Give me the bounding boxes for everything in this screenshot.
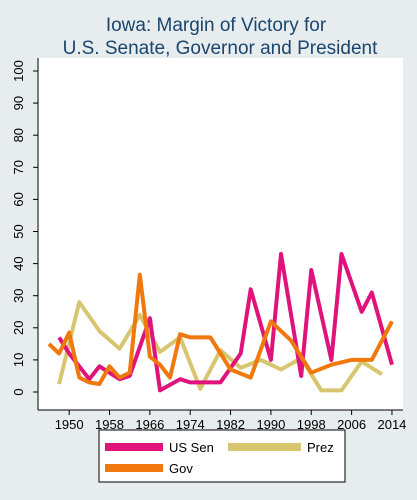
legend-label-prez: Prez (307, 440, 334, 455)
y-tick-label: 20 (11, 321, 26, 335)
legend-label-gov: Gov (169, 461, 193, 476)
y-tick-label: 70 (11, 160, 26, 174)
x-tick-label: 2006 (337, 417, 366, 432)
y-tick-label: 50 (11, 224, 26, 238)
y-tick-label: 30 (11, 288, 26, 302)
y-tick-label: 60 (11, 192, 26, 206)
series-line-us-sen (57, 252, 394, 393)
x-axis: 1950 1958 1966 1974 1982 1990 1998 2006 2014 (38, 409, 406, 432)
y-tick-label: 0 (11, 388, 26, 395)
legend-box (98, 429, 346, 483)
legend: US Sen Prez Gov (105, 440, 334, 476)
y-axis: 0 10 20 30 40 50 60 70 80 90 100 (11, 58, 39, 410)
x-tick-label: 1966 (135, 417, 164, 432)
series-layer (47, 252, 394, 393)
x-tick-label: 1982 (216, 417, 245, 432)
chart-title-line-1: Iowa: Margin of Victory for (106, 15, 327, 36)
legend-label-us-sen: US Sen (169, 440, 214, 455)
chart-title-line-2: U.S. Senate, Governor and President (63, 38, 378, 59)
y-tick-label: 100 (11, 60, 26, 82)
x-tick-label: 1958 (95, 417, 124, 432)
x-tick-label: 2014 (377, 417, 406, 432)
x-tick-label: 1950 (55, 417, 84, 432)
y-tick-label: 40 (11, 256, 26, 270)
x-tick-label: 1974 (176, 417, 205, 432)
series-line-gov (47, 272, 394, 386)
x-tick-label: 1990 (256, 417, 285, 432)
y-tick-label: 10 (11, 353, 26, 367)
x-tick-label: 1998 (297, 417, 326, 432)
y-tick-label: 90 (11, 96, 26, 110)
y-tick-label: 80 (11, 128, 26, 142)
